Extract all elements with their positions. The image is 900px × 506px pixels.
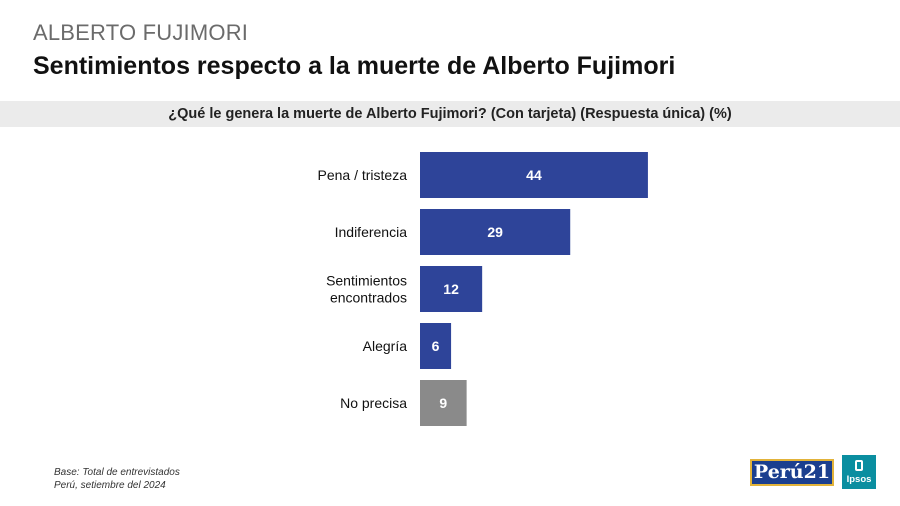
- bar-value-label: 12: [443, 281, 459, 297]
- category-label: Indiferencia: [335, 224, 408, 240]
- category-label: Alegría: [363, 338, 408, 354]
- category-label: Sentimientos encontrados: [326, 273, 407, 306]
- bar: [420, 266, 483, 312]
- bar-value-label: 6: [432, 338, 440, 354]
- page-title: Sentimientos respecto a la muerte de Alb…: [33, 52, 676, 80]
- footnote: Base: Total de entrevistados Perú, setie…: [54, 466, 180, 492]
- peru21-logo: Perú21: [750, 459, 834, 486]
- bar-value-label: 29: [487, 224, 503, 240]
- bar-value-label: 44: [526, 167, 542, 183]
- question-text: ¿Qué le genera la muerte de Alberto Fuji…: [168, 106, 732, 122]
- category-label: Pena / tristeza: [318, 167, 408, 183]
- footnote-place-date: Perú, setiembre del 2024: [54, 480, 166, 491]
- bar: [420, 380, 467, 426]
- footnote-base: Base: Total de entrevistados: [54, 467, 180, 478]
- kicker: ALBERTO FUJIMORI: [33, 20, 249, 45]
- bar: [420, 323, 452, 369]
- bar: [420, 152, 648, 198]
- ipsos-logo: Ipsos: [842, 455, 876, 489]
- ipsos-mark-icon: [855, 460, 863, 471]
- category-label: No precisa: [340, 395, 407, 411]
- bar-value-label: 9: [439, 395, 447, 411]
- ipsos-logo-text: Ipsos: [846, 474, 872, 485]
- question-band: [0, 101, 900, 127]
- bar: [420, 209, 571, 255]
